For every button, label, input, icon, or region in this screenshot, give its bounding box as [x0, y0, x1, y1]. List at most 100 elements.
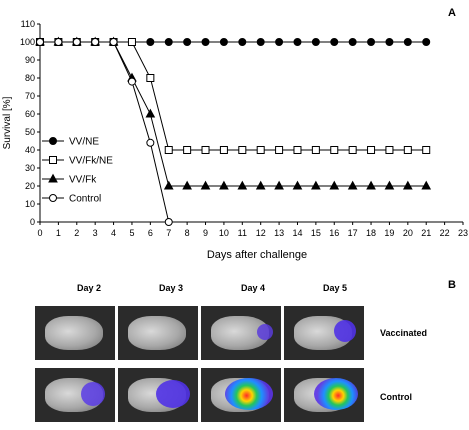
y-axis-label: Survival [%] — [2, 96, 13, 149]
data-point — [384, 180, 395, 190]
data-point — [219, 38, 228, 46]
legend-label: VV/NE — [69, 137, 99, 148]
data-point — [348, 146, 357, 154]
x-tick-label: 14 — [292, 228, 302, 238]
legend-label: VV/Fk — [69, 175, 97, 186]
data-point — [256, 38, 265, 46]
data-point — [91, 38, 100, 46]
y-tick-label: 80 — [25, 73, 35, 83]
day-label-5: Day 5 — [322, 283, 348, 293]
x-tick-label: 3 — [93, 228, 98, 238]
x-tick-label: 18 — [366, 228, 376, 238]
x-tick-label: 6 — [148, 228, 153, 238]
data-point — [422, 38, 431, 46]
data-point — [385, 38, 394, 46]
data-point — [49, 137, 57, 145]
data-point — [255, 180, 266, 190]
data-point — [366, 180, 376, 190]
data-point — [164, 146, 173, 154]
y-tick-label: 20 — [25, 181, 35, 191]
image-vaccinated-day5 — [284, 306, 364, 360]
legend-item: VV/NE — [42, 137, 99, 148]
x-tick-label: 5 — [129, 228, 134, 238]
legend-item: VV/Fk — [42, 173, 97, 186]
series-layer — [35, 36, 432, 226]
y-tick-label: 90 — [25, 55, 35, 65]
data-point — [330, 146, 339, 154]
x-tick-label: 19 — [384, 228, 394, 238]
data-point — [292, 180, 303, 190]
image-vaccinated-day4 — [201, 306, 281, 360]
x-tick-label: 12 — [256, 228, 266, 238]
data-point — [403, 146, 412, 154]
data-point — [201, 146, 210, 154]
data-point — [238, 146, 247, 154]
y-tick-label: 100 — [20, 37, 35, 47]
y-tick-label: 50 — [25, 127, 35, 137]
x-tick-label: 15 — [311, 228, 321, 238]
data-point — [146, 38, 155, 46]
data-point — [36, 38, 44, 46]
data-point — [201, 38, 210, 46]
x-tick-label: 0 — [37, 228, 42, 238]
data-point — [238, 38, 247, 46]
data-point — [237, 180, 248, 190]
legend-label: Control — [69, 194, 101, 205]
x-tick-label: 16 — [329, 228, 339, 238]
image-control-day2 — [35, 368, 115, 422]
series-line — [40, 41, 427, 151]
x-tick-label: 10 — [219, 228, 229, 238]
data-point — [127, 38, 136, 46]
y-tick-label: 40 — [25, 145, 35, 155]
data-point — [183, 146, 192, 154]
data-point — [183, 38, 192, 46]
x-tick-label: 23 — [458, 228, 468, 238]
row-label-control: Control — [380, 392, 412, 402]
y-tick-label: 60 — [25, 109, 35, 119]
data-point — [347, 180, 358, 190]
data-point — [109, 38, 118, 46]
data-point — [367, 146, 376, 154]
series-line — [40, 41, 170, 223]
data-point — [311, 146, 320, 154]
data-point — [293, 146, 302, 154]
data-point — [146, 74, 155, 82]
data-point — [367, 38, 376, 46]
x-tick-label: 13 — [274, 228, 284, 238]
x-ticks: 0 1 2 3 4 5 6 7 8 9 10 11 12 13 14 15 16 17 18 19 20 21 22 23 — [37, 222, 468, 238]
data-point — [329, 180, 340, 190]
data-point — [385, 146, 394, 154]
data-point — [256, 146, 265, 154]
data-point — [127, 77, 136, 86]
data-point — [164, 38, 173, 46]
data-point — [311, 180, 321, 190]
x-tick-label: 17 — [348, 228, 358, 238]
y-ticks: 0 10 20 30 40 50 60 70 80 90 100 110 — [20, 19, 40, 227]
data-point — [219, 180, 229, 190]
data-point — [348, 38, 357, 46]
data-point — [402, 180, 413, 190]
row-label-vaccinated: Vaccinated — [380, 328, 428, 338]
image-vaccinated-day2 — [35, 306, 115, 360]
data-point — [49, 156, 57, 164]
x-axis-label: Days after challenge — [207, 249, 307, 261]
x-tick-label: 7 — [166, 228, 171, 238]
y-tick-label: 10 — [25, 199, 35, 209]
y-tick-label: 30 — [25, 163, 35, 173]
data-point — [145, 108, 156, 118]
data-point — [54, 38, 63, 46]
data-point — [48, 173, 58, 183]
data-point — [403, 38, 412, 46]
x-tick-label: 20 — [403, 228, 413, 238]
image-control-day5 — [284, 368, 364, 422]
data-point — [311, 38, 320, 46]
panel-label-b: B — [448, 279, 456, 291]
day-label-3: Day 3 — [158, 283, 184, 293]
data-point — [293, 38, 302, 46]
legend-item: Control — [42, 194, 101, 205]
axes — [39, 24, 463, 223]
data-point — [163, 180, 174, 190]
data-point — [146, 138, 155, 147]
legend-item: VV/Fk/NE — [42, 156, 113, 167]
